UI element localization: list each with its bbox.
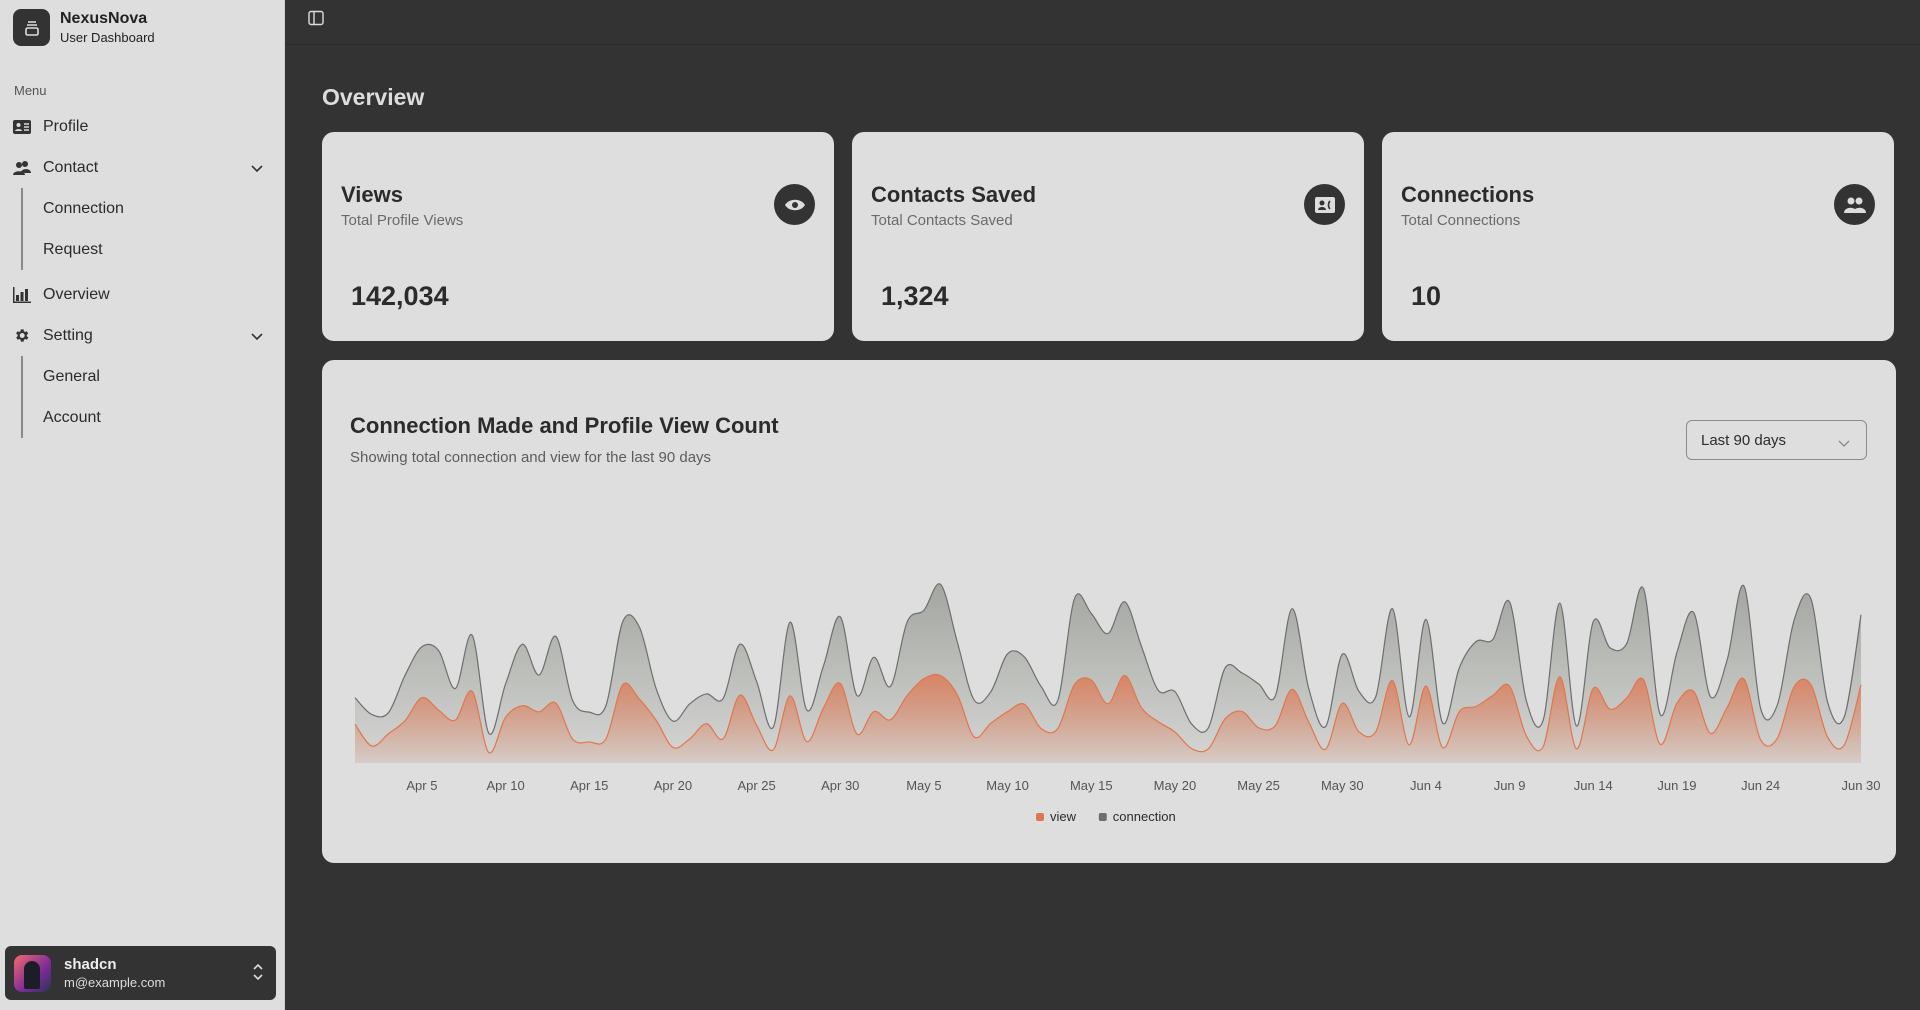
views-card: Views Total Profile Views 142,034 — [322, 132, 834, 341]
x-tick-label: Jun 4 — [1410, 778, 1442, 793]
sidebar-item-general[interactable]: General — [23, 356, 285, 397]
sidebar-item-overview[interactable]: Overview — [0, 274, 285, 315]
sidebar-item-label: General — [43, 367, 100, 385]
card-title: Contacts Saved — [871, 182, 1037, 207]
card-subtitle: Total Connections — [1401, 212, 1521, 229]
chevron-down-icon[interactable] — [251, 328, 263, 346]
x-tick-label: Jun 24 — [1741, 778, 1780, 793]
legend-label-view: view — [1050, 809, 1077, 824]
gear-icon — [13, 327, 33, 345]
sidebar-item-label: Request — [43, 240, 103, 258]
x-tick-label: Apr 10 — [486, 778, 524, 793]
x-tick-label: May 5 — [906, 778, 941, 793]
user-name: shadcn — [64, 956, 117, 973]
x-tick-label: May 15 — [1070, 778, 1113, 793]
sidebar-item-label: Contact — [43, 158, 99, 176]
id-card-icon — [13, 118, 33, 136]
sidebar-toggle-icon[interactable] — [308, 10, 324, 31]
card-value: 10 — [1411, 281, 1442, 311]
card-subtitle: Total Contacts Saved — [871, 212, 1013, 229]
chart-card: Connection Made and Profile View Count S… — [322, 360, 1896, 863]
contacts-saved-card: Contacts Saved Total Contacts Saved 1,32… — [852, 132, 1364, 341]
sidebar: NexusNova User Dashboard Menu Profile Co… — [0, 0, 285, 1010]
page-title: Overview — [322, 84, 425, 110]
avatar — [14, 954, 51, 992]
chart-title: Connection Made and Profile View Count — [350, 413, 779, 438]
sidebar-item-contact[interactable]: Contact — [0, 147, 285, 188]
users-icon — [13, 159, 33, 177]
brand-subtitle: User Dashboard — [60, 30, 155, 45]
eye-icon — [774, 184, 815, 225]
x-tick-label: May 30 — [1321, 778, 1364, 793]
legend-label-connection: connection — [1113, 809, 1176, 824]
card-subtitle: Total Profile Views — [341, 212, 464, 229]
time-range-value: Last 90 days — [1701, 431, 1787, 449]
card-title: Views — [341, 182, 403, 207]
x-tick-label: Apr 15 — [570, 778, 608, 793]
time-range-select[interactable]: Last 90 days — [1686, 420, 1867, 460]
user-email: m@example.com — [64, 975, 166, 990]
x-tick-label: Jun 19 — [1657, 778, 1696, 793]
user-menu-button[interactable]: shadcn m@example.com — [5, 946, 276, 1000]
sidebar-item-request[interactable]: Request — [23, 229, 285, 270]
x-tick-label: May 25 — [1237, 778, 1280, 793]
sidebar-item-label: Profile — [43, 117, 89, 135]
x-tick-label: May 10 — [986, 778, 1029, 793]
x-tick-label: Apr 5 — [406, 778, 437, 793]
sidebar-nav: Profile Contact Connection Request Overv… — [0, 106, 285, 442]
legend-swatch-view — [1036, 813, 1044, 821]
sidebar-item-setting[interactable]: Setting — [0, 315, 285, 356]
x-tick-label: May 20 — [1154, 778, 1197, 793]
card-value: 1,324 — [881, 281, 949, 311]
card-value: 142,034 — [351, 281, 449, 311]
sidebar-item-account[interactable]: Account — [23, 397, 285, 438]
sidebar-item-label: Setting — [43, 326, 93, 344]
contact-card-icon — [1304, 184, 1345, 225]
chevrons-up-down-icon — [252, 963, 264, 986]
series-view-area — [355, 674, 1861, 763]
topbar — [286, 0, 1920, 45]
x-tick-label: Jun 30 — [1841, 778, 1880, 793]
legend-swatch-connection — [1098, 813, 1107, 821]
sidebar-item-label: Account — [43, 408, 101, 426]
series-connection-line — [354, 583, 1862, 735]
x-tick-label: Apr 25 — [737, 778, 775, 793]
contact-submenu: Connection Request — [21, 188, 285, 270]
card-title: Connections — [1401, 182, 1535, 207]
brand-name: NexusNova — [60, 10, 148, 27]
area-chart: Apr 5 Apr 10 Apr 15 Apr 20 Apr 25 Apr 30 May 5… — [354, 583, 1881, 824]
x-tick-label: Jun 9 — [1494, 778, 1526, 793]
archive-icon — [13, 9, 50, 46]
x-tick-label: Jun 14 — [1574, 778, 1613, 793]
connections-card: Connections Total Connections 10 — [1382, 132, 1894, 341]
setting-submenu: General Account — [21, 356, 285, 438]
x-tick-label: Apr 20 — [654, 778, 692, 793]
sidebar-item-label: Connection — [43, 199, 124, 217]
sidebar-item-connection[interactable]: Connection — [23, 188, 285, 229]
chevron-down-icon — [1838, 435, 1850, 452]
chart-subtitle: Showing total connection and view for th… — [350, 449, 712, 466]
series-view-line — [354, 673, 1862, 754]
sidebar-item-label: Overview — [43, 285, 110, 303]
x-tick-label: Apr 30 — [821, 778, 859, 793]
brand[interactable]: NexusNova User Dashboard — [13, 9, 155, 46]
users-icon — [1834, 184, 1875, 225]
chevron-down-icon[interactable] — [251, 160, 263, 178]
menu-label: Menu — [14, 83, 47, 98]
bar-chart-icon — [13, 286, 33, 304]
sidebar-item-profile[interactable]: Profile — [0, 106, 285, 147]
